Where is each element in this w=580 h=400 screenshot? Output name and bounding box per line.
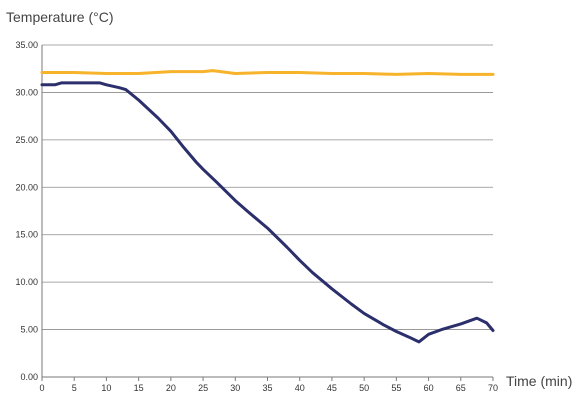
x-tick-14: 70 bbox=[488, 383, 498, 393]
y-tick-3: 15.00 bbox=[15, 230, 38, 240]
x-tick-7: 35 bbox=[262, 383, 272, 393]
x-tick-12: 60 bbox=[424, 383, 434, 393]
x-tick-labels: 0 5 10 15 20 25 30 35 40 45 50 55 60 65 70 bbox=[39, 383, 498, 393]
x-tick-3: 15 bbox=[134, 383, 144, 393]
y-tick-5: 25.00 bbox=[15, 135, 38, 145]
y-tick-labels: 0.00 5.00 10.00 15.00 20.00 25.00 30.00 35.00 bbox=[15, 40, 38, 382]
x-axis-label: Time (min) bbox=[506, 373, 572, 389]
y-tick-0: 0.00 bbox=[20, 372, 38, 382]
series-lines bbox=[40, 69, 495, 344]
x-tick-13: 65 bbox=[456, 383, 466, 393]
x-tick-1: 5 bbox=[72, 383, 77, 393]
series-line-1 bbox=[40, 81, 495, 344]
x-tick-5: 25 bbox=[198, 383, 208, 393]
x-tick-10: 50 bbox=[359, 383, 369, 393]
y-tick-1: 5.00 bbox=[20, 325, 38, 335]
y-tick-2: 10.00 bbox=[15, 277, 38, 287]
x-tick-0: 0 bbox=[39, 383, 44, 393]
y-tick-7: 35.00 bbox=[15, 40, 38, 50]
gridlines bbox=[41, 44, 494, 381]
y-tick-4: 20.00 bbox=[15, 182, 38, 192]
x-tick-2: 10 bbox=[101, 383, 111, 393]
x-tick-4: 20 bbox=[166, 383, 176, 393]
series-line-0 bbox=[40, 69, 495, 76]
y-tick-6: 30.00 bbox=[15, 87, 38, 97]
x-tick-9: 45 bbox=[327, 383, 337, 393]
y-axis-label: Temperature (°C) bbox=[6, 9, 114, 25]
x-tick-8: 40 bbox=[295, 383, 305, 393]
x-tick-11: 55 bbox=[391, 383, 401, 393]
x-tick-6: 30 bbox=[230, 383, 240, 393]
